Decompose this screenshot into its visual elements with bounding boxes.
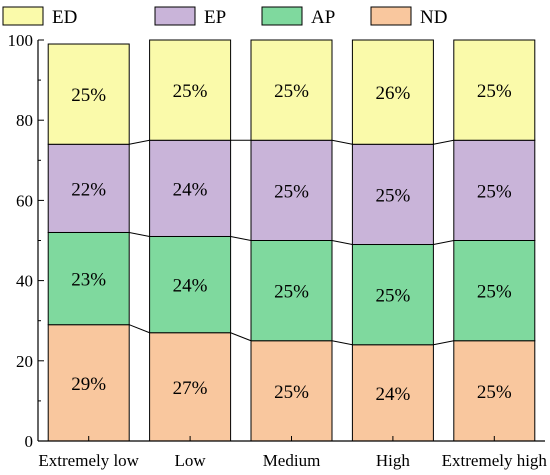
bar-nd-high — [351, 344, 434, 442]
legend-swatch-nd — [370, 6, 412, 26]
connector-line — [331, 240, 353, 246]
x-tick-label-high: High — [376, 451, 411, 470]
connector-line — [230, 332, 252, 342]
bar-ed-low — [149, 39, 232, 141]
y-tick-label: 80 — [16, 111, 33, 130]
bar-ep-high — [351, 143, 434, 246]
data-label-ep-low: 24% — [173, 179, 208, 200]
data-label-ap-extremely-high: 25% — [477, 282, 512, 303]
y-tick-label: 0 — [25, 432, 34, 451]
data-label-ed-extremely-high: 25% — [477, 81, 512, 102]
legend-label-ap: AP — [311, 7, 335, 28]
connector-lines — [129, 139, 454, 346]
bar-ep-extremely-high — [453, 139, 536, 241]
bar-ed-high — [351, 39, 434, 145]
x-tick-label-medium: Medium — [263, 451, 321, 470]
data-label-nd-high: 24% — [375, 384, 410, 405]
connector-line — [129, 324, 150, 334]
connector-line — [433, 240, 454, 246]
bar-ed-extremely-low — [47, 43, 130, 145]
legend: ED EP AP ND — [2, 6, 447, 28]
bar-nd-extremely-low — [47, 324, 130, 442]
connector-line — [230, 235, 252, 241]
y-tick-label: 20 — [16, 352, 33, 371]
bar-nd-low — [149, 332, 232, 442]
bar-ap-medium — [250, 240, 333, 342]
connector-line — [129, 231, 150, 237]
connector-line — [331, 340, 353, 346]
bar-ap-extremely-high — [453, 240, 536, 342]
x-tick-label-extremely-low: Extremely low — [38, 451, 139, 470]
data-label-ed-medium: 25% — [274, 81, 309, 102]
data-label-ep-extremely-high: 25% — [477, 181, 512, 202]
legend-label-ed: ED — [52, 7, 77, 28]
data-label-ep-medium: 25% — [274, 181, 309, 202]
bar-nd-extremely-high — [453, 340, 536, 442]
legend-label-nd: ND — [420, 7, 447, 28]
data-labels: 29% 23% 22% 25% 27% 24% 24% 25% 25% 25% 25% 25% 24% 2… — [71, 81, 512, 405]
axes: 0 20 40 60 80 100 Extremely low Low Medium High Ex… — [8, 31, 548, 470]
connector-line — [433, 139, 454, 145]
data-label-ap-medium: 25% — [274, 282, 309, 303]
data-label-ep-high: 25% — [375, 185, 410, 206]
connector-line — [331, 139, 353, 145]
y-tick-label: 60 — [16, 191, 33, 210]
data-label-nd-medium: 25% — [274, 382, 309, 403]
bar-ed-medium — [250, 39, 333, 141]
legend-swatch-ap — [261, 6, 303, 26]
legend-swatch-ep — [154, 6, 196, 26]
legend-swatch-ed — [2, 6, 44, 26]
bar-ap-extremely-low — [47, 231, 130, 326]
connector-line — [129, 139, 150, 145]
bar-ep-medium — [250, 139, 333, 241]
data-label-ed-low: 25% — [173, 81, 208, 102]
data-label-ap-high: 25% — [375, 286, 410, 307]
data-label-ed-extremely-low: 25% — [71, 85, 106, 106]
connector-line — [433, 340, 454, 346]
data-label-ap-extremely-low: 23% — [71, 270, 106, 291]
data-label-ed-high: 26% — [375, 83, 410, 104]
x-tick-label-low: Low — [175, 451, 207, 470]
data-label-ep-extremely-low: 22% — [71, 179, 106, 200]
bar-ep-low — [149, 139, 232, 237]
data-label-ap-low: 24% — [173, 276, 208, 297]
legend-label-ep: EP — [204, 7, 226, 28]
bar-ap-low — [149, 235, 232, 334]
y-tick-label: 100 — [8, 31, 34, 50]
bar-ed-extremely-high — [453, 39, 536, 141]
data-label-nd-low: 27% — [173, 378, 208, 399]
data-label-nd-extremely-high: 25% — [477, 382, 512, 403]
bars-group — [47, 39, 536, 442]
x-tick-label-extremely-high: Extremely high — [442, 451, 548, 470]
data-label-nd-extremely-low: 29% — [71, 374, 106, 395]
y-tick-label: 40 — [16, 272, 33, 291]
